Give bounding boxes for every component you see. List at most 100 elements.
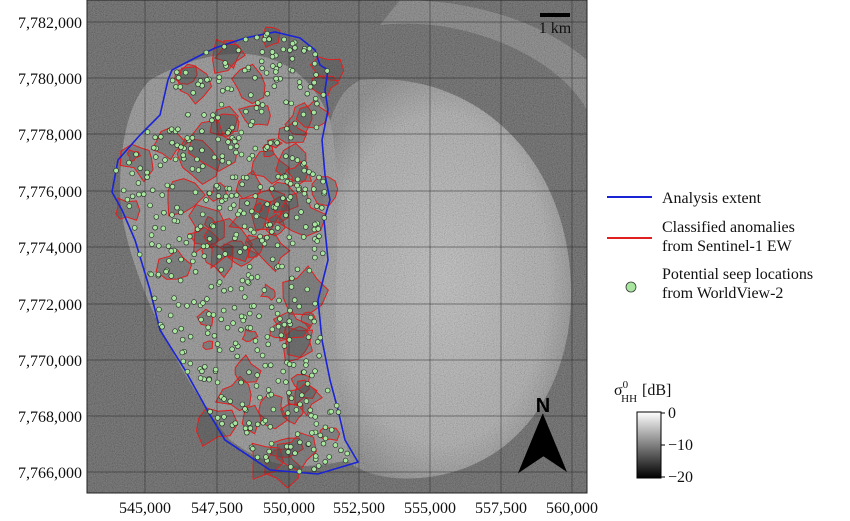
seep-point <box>286 234 292 241</box>
seep-point <box>292 297 298 303</box>
seep-point <box>301 369 307 375</box>
seep-point <box>168 248 175 254</box>
seep-point <box>284 125 290 132</box>
seep-point <box>315 339 321 345</box>
seep-point <box>246 420 252 426</box>
seep-point <box>133 151 139 158</box>
seep-point <box>178 144 184 150</box>
seep-point <box>178 326 184 332</box>
seep-point <box>184 303 190 309</box>
seep-point <box>297 84 303 90</box>
seep-point <box>135 180 142 186</box>
seep-point <box>246 156 253 162</box>
seep-point <box>222 251 228 257</box>
colorbar-tick-mid: −10 <box>668 437 693 454</box>
seep-point <box>141 191 147 197</box>
seep-point <box>152 134 158 141</box>
seep-point <box>335 409 342 415</box>
seep-point <box>266 448 272 455</box>
seep-point <box>301 190 308 197</box>
seep-point <box>202 364 208 370</box>
seep-point <box>205 330 211 336</box>
anomaly-outline <box>202 340 214 351</box>
seep-point <box>303 362 309 368</box>
seep-point <box>295 176 301 183</box>
seep-point <box>183 69 189 76</box>
seep-point <box>183 240 190 246</box>
anomaly-outline <box>253 201 263 213</box>
x-tick-label: 552,500 <box>333 500 385 517</box>
seep-point <box>322 424 329 430</box>
seep-point <box>221 43 228 50</box>
seep-point <box>270 406 277 413</box>
seep-point <box>290 240 296 247</box>
seep-point <box>274 201 280 208</box>
seep-point <box>242 406 248 412</box>
seep-point <box>233 192 240 198</box>
seep-point <box>309 372 315 379</box>
seep-point <box>325 387 331 394</box>
seep-point <box>313 95 319 102</box>
anomaly-outline <box>285 325 313 359</box>
seep-point <box>165 243 172 249</box>
seep-point <box>275 323 282 330</box>
seep-point <box>305 334 312 340</box>
seep-point <box>233 149 239 156</box>
seep-point <box>299 392 305 398</box>
colorbar: σ0 HH [dB] 0 −10 −20 <box>614 379 693 486</box>
seep-point <box>199 128 205 134</box>
seep-point <box>226 186 233 192</box>
seep-point <box>249 208 255 215</box>
seep-point <box>301 160 307 166</box>
seep-point <box>292 120 298 127</box>
seep-point <box>268 391 274 398</box>
seep-point <box>168 273 175 279</box>
seep-point <box>252 193 259 199</box>
seep-point <box>321 189 328 195</box>
seep-point <box>267 140 274 146</box>
seep-point <box>263 454 269 460</box>
seep-point <box>289 155 296 161</box>
seep-point <box>297 439 303 445</box>
seep-point <box>264 235 270 241</box>
seep-point <box>306 267 313 274</box>
scale-bar-label: 1 km <box>539 20 572 37</box>
seep-point <box>177 84 184 90</box>
seep-point <box>316 233 322 239</box>
y-tick-label: 7,772,000 <box>18 297 82 314</box>
seep-point <box>328 408 334 415</box>
seep-point <box>245 279 251 285</box>
seep-point <box>175 126 181 132</box>
seep-point <box>203 197 209 203</box>
seep-point <box>180 337 186 343</box>
seep-point <box>239 181 245 188</box>
seep-point <box>268 362 274 368</box>
seep-point <box>298 209 304 215</box>
seep-point <box>136 191 142 198</box>
seep-point <box>137 165 143 171</box>
seep-point <box>120 187 127 194</box>
seep-point <box>316 174 322 181</box>
seep-point <box>304 90 310 97</box>
seep-point <box>148 232 155 238</box>
seep-point <box>187 334 194 340</box>
seep-point <box>129 193 136 200</box>
seep-point <box>242 294 248 300</box>
seep-point <box>287 181 294 187</box>
seep-point <box>238 327 244 333</box>
seep-point <box>214 341 221 347</box>
seep-point <box>314 203 320 209</box>
seep-point <box>253 383 260 389</box>
seep-point <box>292 45 298 51</box>
legend: Analysis extent Classified anomalies fro… <box>607 190 813 302</box>
seep-point <box>147 202 153 209</box>
seep-point <box>132 225 138 231</box>
seep-point <box>247 425 254 431</box>
seep-point <box>256 313 262 319</box>
seep-point <box>252 338 259 344</box>
seep-point <box>281 322 288 328</box>
seep-point <box>311 446 317 453</box>
seep-point <box>264 90 270 97</box>
seep-point <box>144 174 150 180</box>
seep-point <box>169 184 176 190</box>
